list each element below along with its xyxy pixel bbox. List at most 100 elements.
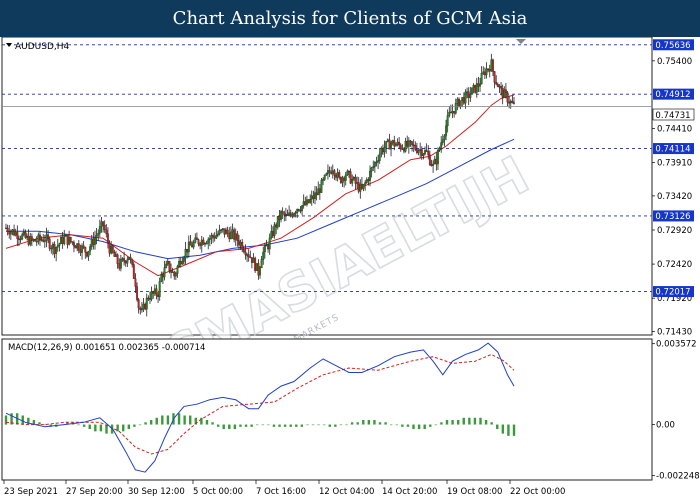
histogram-bar-6 bbox=[38, 422, 41, 425]
candle-body-258 bbox=[422, 153, 425, 156]
candle-body-243 bbox=[398, 141, 401, 146]
level-label-bg-0 bbox=[653, 39, 694, 51]
candle-body-56 bbox=[95, 235, 98, 238]
candle-body-183 bbox=[301, 205, 304, 211]
level-label-bg-4 bbox=[653, 286, 694, 298]
signal-path bbox=[5, 353, 515, 455]
level-label-bg-2 bbox=[653, 143, 694, 155]
candle-body-6 bbox=[14, 232, 17, 236]
macd-label: MACD(12,26,9) 0.001651 0.002365 -0.00071… bbox=[8, 343, 205, 353]
candle-body-199 bbox=[326, 170, 329, 174]
candle-body-301 bbox=[492, 59, 494, 72]
candle-body-88 bbox=[147, 297, 150, 300]
candle-body-129 bbox=[213, 236, 216, 239]
histogram-bar-89 bbox=[501, 424, 505, 434]
candle-body-228 bbox=[373, 162, 376, 167]
candle-body-229 bbox=[375, 161, 378, 164]
price-tick-4: 0.72920 bbox=[657, 226, 692, 236]
candle-body-119 bbox=[197, 239, 200, 245]
candle-body-65 bbox=[110, 245, 113, 254]
candle-body-99 bbox=[165, 263, 168, 268]
candle-body-263 bbox=[430, 164, 433, 167]
candle-body-253 bbox=[414, 145, 417, 150]
histogram-bar-88 bbox=[496, 424, 499, 430]
candle-body-71 bbox=[119, 259, 122, 269]
candle-body-74 bbox=[124, 261, 127, 264]
candle-body-47 bbox=[81, 245, 83, 253]
candle-body-198 bbox=[325, 173, 328, 176]
candle-body-79 bbox=[132, 264, 135, 279]
candle-body-189 bbox=[310, 195, 313, 200]
histogram-bar-24 bbox=[138, 424, 142, 426]
histogram-bar-39 bbox=[222, 424, 225, 430]
candle-body-306 bbox=[500, 86, 503, 89]
histogram-bar-76 bbox=[429, 424, 432, 427]
candle-body-112 bbox=[186, 248, 189, 253]
candle-body-291 bbox=[475, 83, 478, 93]
candle-body-201 bbox=[330, 171, 333, 174]
candle-body-1 bbox=[6, 227, 9, 232]
histogram-bar-72 bbox=[406, 424, 410, 427]
candle-body-23 bbox=[42, 239, 45, 242]
candle-body-49 bbox=[84, 247, 87, 253]
candle-body-111 bbox=[184, 248, 187, 259]
histogram-bar-91 bbox=[512, 424, 516, 436]
histogram-bar-78 bbox=[440, 422, 443, 425]
price-tick-2: 0.73910 bbox=[657, 158, 692, 168]
candle-body-177 bbox=[291, 214, 294, 217]
candle-body-311 bbox=[508, 102, 511, 104]
candle-body-144 bbox=[238, 240, 240, 246]
candle-body-156 bbox=[257, 263, 260, 276]
candle-body-106 bbox=[176, 266, 179, 274]
candle-body-280 bbox=[458, 98, 460, 107]
candle-body-297 bbox=[485, 68, 488, 76]
symbol-text: AUDUSD,H4 bbox=[15, 42, 70, 52]
candle-body-270 bbox=[441, 139, 444, 143]
histogram-bar-27 bbox=[155, 417, 158, 425]
candle-body-174 bbox=[286, 213, 289, 216]
histogram-bar-90 bbox=[507, 424, 510, 436]
candle-body-187 bbox=[307, 199, 310, 203]
symbol-dropdown-icon[interactable] bbox=[6, 43, 12, 47]
histogram-bar-35 bbox=[200, 417, 203, 425]
scroll-marker-icon[interactable] bbox=[516, 39, 526, 44]
histogram-bar-67 bbox=[378, 422, 382, 425]
candle-body-284 bbox=[464, 91, 467, 104]
macd-panel-frame bbox=[1, 338, 653, 481]
histogram-bar-71 bbox=[401, 424, 404, 427]
candle-body-268 bbox=[438, 148, 441, 151]
candle-body-197 bbox=[323, 174, 326, 180]
candle-body-182 bbox=[299, 210, 302, 212]
histogram-bar-53 bbox=[300, 424, 304, 427]
candle-body-192 bbox=[315, 192, 318, 196]
candle-body-294 bbox=[480, 73, 483, 85]
candle-body-61 bbox=[103, 225, 106, 231]
histogram-bar-7 bbox=[43, 424, 47, 426]
candle-body-132 bbox=[218, 229, 221, 235]
candle-body-59 bbox=[100, 221, 103, 227]
candle-body-118 bbox=[195, 237, 198, 240]
level-label-bg-1 bbox=[653, 88, 694, 100]
price-tick-0: 0.75400 bbox=[657, 57, 692, 67]
candle-body-194 bbox=[318, 188, 321, 193]
candle-body-19 bbox=[35, 241, 38, 243]
histogram-bar-52 bbox=[295, 424, 298, 427]
candle-body-233 bbox=[382, 148, 384, 153]
histogram-bar-23 bbox=[133, 424, 136, 427]
candle-body-103 bbox=[171, 271, 174, 274]
candle-body-224 bbox=[367, 179, 370, 181]
candle-body-51 bbox=[87, 250, 90, 257]
candle-body-303 bbox=[495, 82, 498, 85]
price-tick-3: 0.73420 bbox=[657, 192, 692, 202]
candle-body-54 bbox=[92, 238, 95, 245]
candle-body-309 bbox=[504, 89, 507, 93]
candle-body-217 bbox=[356, 182, 359, 184]
candle-body-304 bbox=[496, 83, 499, 88]
candle-body-66 bbox=[111, 245, 114, 253]
candle-body-282 bbox=[461, 97, 464, 101]
candle-body-31 bbox=[55, 247, 58, 254]
candle-body-313 bbox=[511, 100, 514, 103]
candle-body-185 bbox=[304, 201, 307, 205]
candle-body-290 bbox=[474, 84, 477, 93]
histogram-bar-74 bbox=[417, 424, 421, 430]
